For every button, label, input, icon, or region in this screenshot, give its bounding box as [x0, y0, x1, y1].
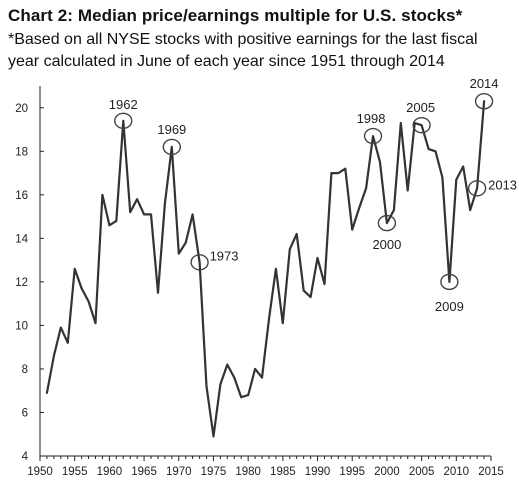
annotations-layer: 1962 1969 1973 1998 2000 2005 2009 2013 2014	[109, 76, 517, 314]
annotation-circle-1973	[190, 254, 209, 271]
series-layer	[45, 100, 486, 438]
annotation-circle-2013	[467, 180, 487, 197]
annotation-circle-1998	[363, 127, 383, 145]
x-tick-label: 1950	[27, 466, 53, 478]
annotation-circle-2009	[440, 273, 459, 291]
annotation-label-2014: 2014	[470, 76, 499, 91]
x-tick-label: 1955	[62, 466, 88, 478]
y-tick-label: 4	[22, 451, 29, 463]
x-tick-label: 1970	[166, 466, 192, 478]
annotation-label-1969: 1969	[157, 122, 186, 137]
annotation-circle-1962	[114, 112, 133, 130]
y-tick-label: 10	[15, 320, 28, 332]
annotation-circle-2014	[474, 93, 494, 110]
series-line	[45, 100, 486, 438]
annotation-label-1998: 1998	[357, 111, 386, 126]
x-tick-label: 2000	[374, 466, 400, 478]
annotation-circle-1969	[162, 138, 182, 156]
annotation-circle-2000	[377, 214, 397, 232]
annotation-label-2000: 2000	[372, 237, 401, 252]
x-tick-label: 1995	[339, 466, 365, 478]
annotation-label-2013: 2013	[488, 177, 517, 192]
y-tick-label: 16	[15, 190, 28, 202]
y-tick-label: 12	[15, 277, 28, 289]
annotation-circle-2005	[412, 116, 431, 134]
x-tick-label: 1990	[305, 466, 331, 478]
x-tick-label: 1965	[131, 466, 157, 478]
annotation-label-1973: 1973	[210, 248, 239, 263]
chart-title: Chart 2: Median price/earnings multiple …	[8, 6, 463, 25]
y-tick-label: 8	[22, 364, 28, 376]
x-tick-label: 1980	[235, 466, 261, 478]
x-tick-label: 1960	[97, 466, 123, 478]
x-tick-label: 1985	[270, 466, 296, 478]
chart-subtitle: *Based on all NYSE stocks with positive …	[8, 31, 478, 70]
y-tick-label: 18	[15, 146, 28, 158]
x-tick-label: 2015	[478, 466, 504, 478]
x-tick-label: 2010	[444, 466, 470, 478]
annotation-label-2005: 2005	[406, 100, 435, 115]
y-tick-label: 20	[15, 103, 28, 115]
x-tick-label: 2005	[409, 466, 435, 478]
axes: 4 6 8 10 12 14 16 18 20 1950 1955 1960 1965 1970 1975 1…	[15, 86, 504, 478]
y-tick-label: 6	[22, 407, 28, 419]
x-tick-label: 1975	[201, 466, 227, 478]
annotation-label-1962: 1962	[109, 97, 138, 112]
y-tick-label: 14	[15, 233, 28, 245]
annotation-label-2009: 2009	[435, 299, 464, 314]
